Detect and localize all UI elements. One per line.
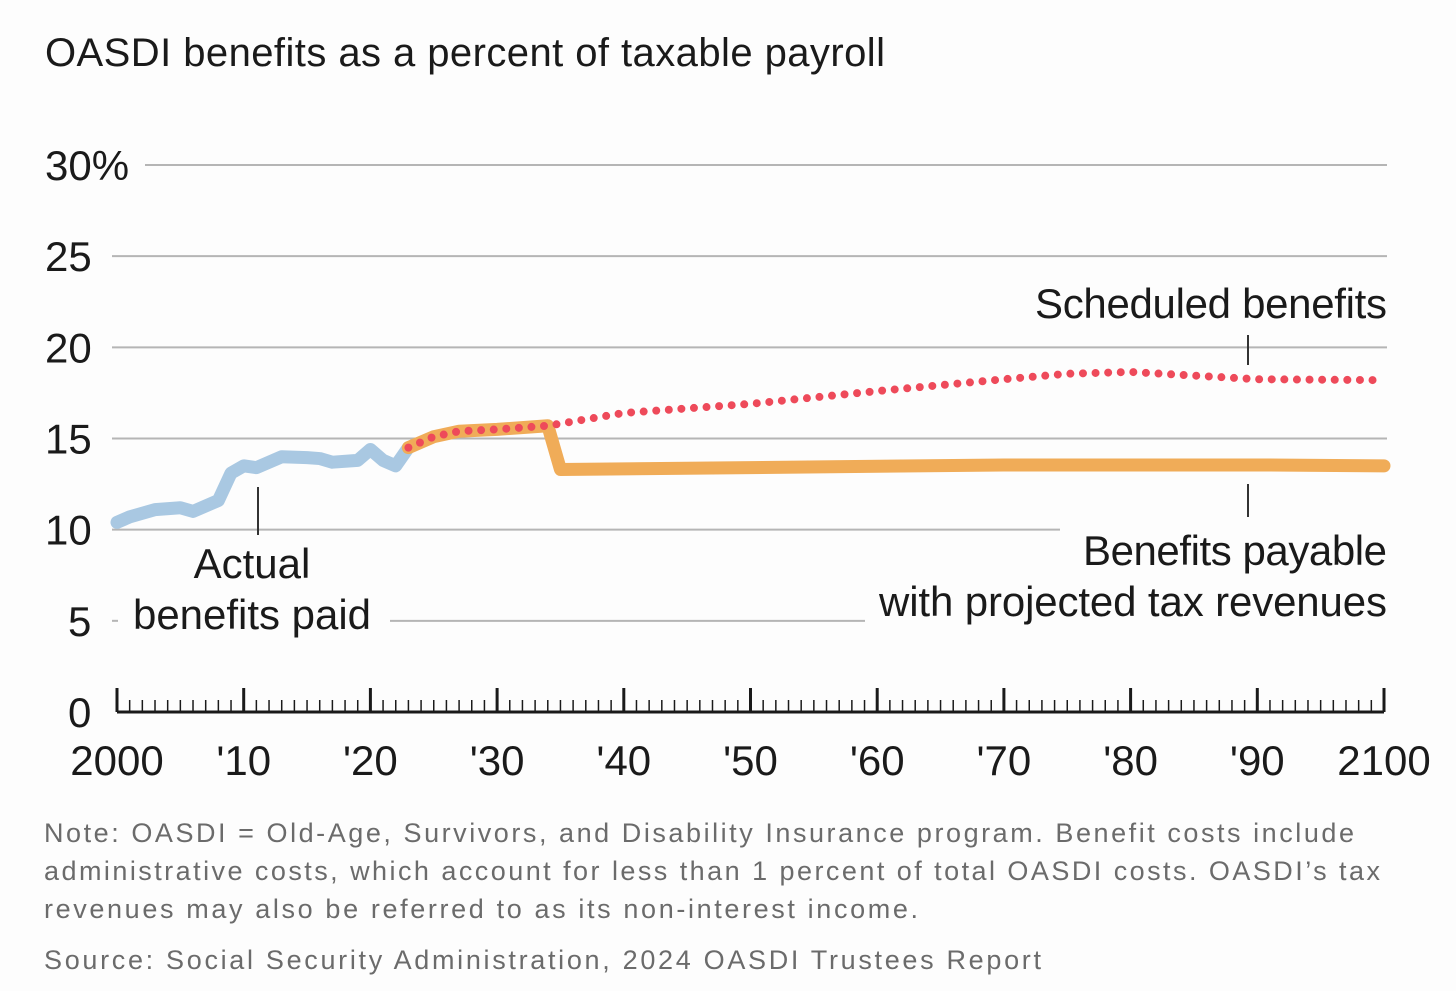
note-line-3: revenues may also be referred to as its … [44,894,918,924]
x-tick-label: '90 [1230,737,1285,784]
series-group [110,367,1391,529]
x-tick-label: 2000 [70,737,163,784]
annotation-payable-line2: with projected tax revenues [878,578,1387,625]
annotation-payable-line1: Benefits payable [1083,527,1387,574]
x-tick-label: '10 [216,737,271,784]
y-tick-label: 0 [68,689,91,736]
chart-title: OASDI benefits as a percent of taxable p… [45,31,885,75]
y-axis-ticks: 0 5 10 15 20 25 30% [45,142,129,736]
y-tick-label: 30% [45,142,129,189]
x-tick-label: '40 [596,737,651,784]
annotation-actual-line1: Actual [194,540,311,587]
x-tick-label: '20 [343,737,398,784]
y-tick-label: 15 [45,416,92,463]
x-axis: 2000 '10 '20 '30 '40 '50 '60 '70 '80 '90 2100 [70,688,1431,784]
series-line-benefits-payable-with-projected-tax-revenues [401,419,1391,476]
y-tick-label: 10 [45,507,92,554]
y-tick-label: 25 [45,233,92,280]
source-line: Source: Social Security Administration, … [44,945,1041,975]
gridlines [112,164,1387,622]
x-tick-label: 2100 [1337,737,1430,784]
annotation-actual-line2: benefits paid [133,591,371,638]
note-line-2: administrative costs, which account for … [44,856,1381,886]
x-tick-label: '30 [470,737,525,784]
y-tick-label: 5 [68,598,91,645]
note-line-1: Note: OASDI = Old-Age, Survivors, and Di… [44,818,1354,848]
x-tick-label: '60 [850,737,905,784]
annotation-scheduled: Scheduled benefits [1035,280,1387,327]
x-tick-label: '70 [977,737,1032,784]
series-line-actual-benefits-paid [110,441,415,529]
x-tick-label: '50 [723,737,778,784]
x-tick-label: '80 [1103,737,1158,784]
series-line-scheduled-benefits [404,367,1388,452]
y-tick-label: 20 [45,324,92,371]
